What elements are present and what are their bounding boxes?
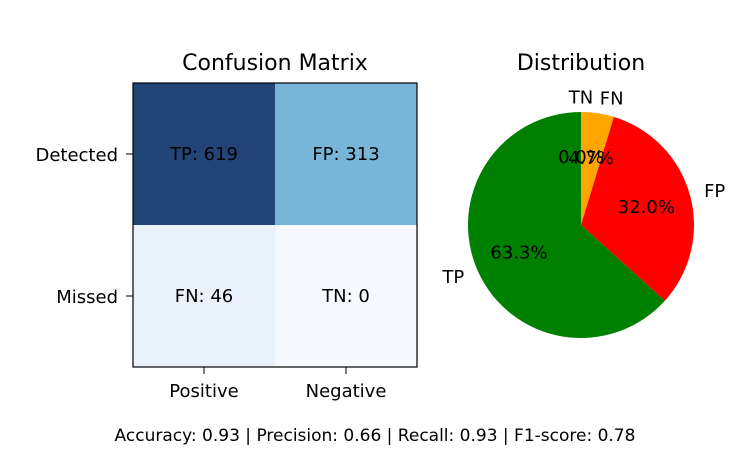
- pie-slice-label: FN: [600, 89, 624, 110]
- confusion-matrix: Confusion Matrix TP: 619 FP: 313 FN: 46 TN:…: [35, 51, 418, 402]
- x-tick-label-negative: Negative: [306, 381, 387, 402]
- pie-slice: [581, 116, 695, 301]
- distribution-title: Distribution: [517, 51, 645, 76]
- pie-percent-label: 32.0%: [618, 197, 675, 218]
- matrix-cell: [275, 83, 417, 225]
- matrix-cell-label: FN: 46: [175, 286, 234, 307]
- pie-percent-label: 4.7%: [568, 148, 614, 169]
- matrix-cell: [133, 83, 275, 225]
- pie-labels: TN 0.0% FN 4.7% FP 32.0% TP 63.3%: [441, 87, 725, 287]
- pie-percent-label: 0.0%: [558, 147, 604, 168]
- confusion-matrix-cells: TP: 619 FP: 313 FN: 46 TN: 0: [133, 83, 417, 367]
- metrics-summary: Accuracy: 0.93 | Precision: 0.66 | Recal…: [114, 426, 636, 446]
- distribution-pie: Distribution TN 0.0% FN 4.7% FP 32.0% TP 63.3%: [441, 51, 725, 338]
- matrix-cell-label: TP: 619: [169, 144, 238, 165]
- confusion-matrix-title: Confusion Matrix: [182, 51, 368, 76]
- y-tick-label-missed: Missed: [56, 287, 118, 308]
- pie-slice-label: FP: [704, 181, 725, 202]
- pie-slices: [468, 112, 695, 338]
- pie-slice: [468, 112, 665, 338]
- pie-slice-label: TN: [568, 87, 593, 108]
- matrix-cell: [133, 225, 275, 367]
- pie-slice: [581, 112, 614, 225]
- matrix-cell-label: TN: 0: [321, 286, 370, 307]
- y-tick-label-detected: Detected: [35, 145, 118, 166]
- matrix-cell-label: FP: 313: [312, 144, 379, 165]
- pie-slice-label: TP: [441, 267, 464, 288]
- confusion-matrix-frame: [132, 82, 418, 368]
- matrix-cell: [275, 225, 417, 367]
- pie-percent-label: 63.3%: [490, 242, 547, 263]
- x-tick-label-positive: Positive: [169, 381, 238, 402]
